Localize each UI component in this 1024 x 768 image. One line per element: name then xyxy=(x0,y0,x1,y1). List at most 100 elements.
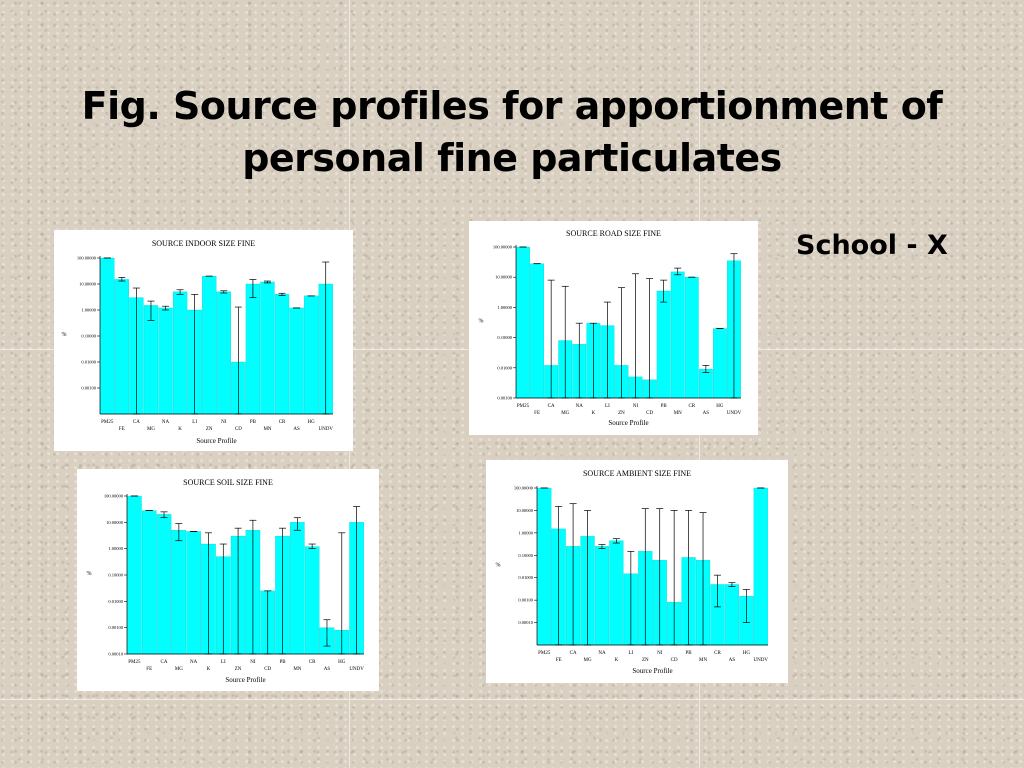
chart-road: SOURCE ROAD SIZE FINE% Source Profile 100.… xyxy=(479,229,742,427)
x-tick-label-cd: CD xyxy=(671,658,678,663)
x-tick-label-mn: MN xyxy=(263,427,271,432)
y-tick-label: 100.00000 xyxy=(493,245,513,250)
bar-mg xyxy=(171,530,187,655)
bar-pb xyxy=(656,290,671,399)
x-tick-label-ni: NI xyxy=(250,660,256,665)
y-tick-label: 0.00100 xyxy=(497,396,512,401)
chart-soil: SOURCE SOIL SIZE FINE% Source Profile 100.… xyxy=(87,478,365,684)
slide-title-line-2: personal fine particulates xyxy=(242,136,782,180)
x-tick-label-hg: HG xyxy=(338,660,346,665)
x-tick-label-mg: MG xyxy=(561,411,569,416)
x-tick-label-na: NA xyxy=(162,420,170,425)
bar-hg xyxy=(713,328,727,399)
bar-na xyxy=(158,307,173,415)
bar-pm25 xyxy=(516,246,530,399)
bar-pm25 xyxy=(100,257,115,415)
x-tick-label-as: AS xyxy=(293,427,300,432)
x-tick-label-fe: FE xyxy=(146,667,152,672)
y-tick-label: 0.10000 xyxy=(108,573,123,578)
chart-title: SOURCE INDOOR SIZE FINE xyxy=(152,239,255,248)
bar-k xyxy=(172,291,188,415)
slide-title: Fig. Source profiles for apportionment o… xyxy=(0,80,1024,184)
y-tick-label: 1.00000 xyxy=(518,530,533,535)
y-tick-label: 1.00000 xyxy=(81,308,96,313)
x-tick-label-as: AS xyxy=(703,411,710,416)
y-tick-label: 10.00000 xyxy=(79,282,97,287)
chart-ambient: SOURCE AMBIENT SIZE FINE% Source Profile 1… xyxy=(496,469,769,675)
x-tick-label-ca: CA xyxy=(133,420,140,425)
x-axis-label: Source Profile xyxy=(196,437,236,445)
x-tick-label-undv: UNDV xyxy=(727,411,742,416)
chart-title: SOURCE SOIL SIZE FINE xyxy=(183,478,273,487)
bar-pm25 xyxy=(127,495,142,655)
bar-fe xyxy=(141,510,157,655)
x-tick-label-undv: UNDV xyxy=(754,658,769,663)
x-tick-label-ni: NI xyxy=(657,651,663,656)
x-tick-label-cr: CR xyxy=(279,420,286,425)
y-tick-label: 0.10000 xyxy=(81,334,96,339)
x-tick-label-pm25: PM25 xyxy=(101,420,114,425)
bar-cr xyxy=(304,546,320,655)
bar-pb xyxy=(245,283,261,415)
x-tick-label-pm25: PM25 xyxy=(517,404,530,409)
bar-mg xyxy=(143,305,159,415)
y-axis-label: % xyxy=(479,319,484,325)
x-tick-label-mn: MN xyxy=(293,667,301,672)
x-tick-label-fe: FE xyxy=(556,658,562,663)
y-tick-label: 10.00000 xyxy=(106,520,124,525)
bar-cr xyxy=(684,277,699,399)
bar-ni xyxy=(216,291,231,415)
x-tick-label-li: LI xyxy=(192,420,197,425)
y-tick-label: 10.00000 xyxy=(516,508,534,513)
y-axis-label: % xyxy=(62,332,67,338)
bar-mn xyxy=(260,281,275,415)
x-tick-label-as: AS xyxy=(324,667,331,672)
x-tick-label-cd: CD xyxy=(264,667,271,672)
chart-panel-ambient: SOURCE AMBIENT SIZE FINE% Source Profile 1… xyxy=(486,460,788,683)
bar-na xyxy=(186,531,201,655)
x-tick-label-cr: CR xyxy=(714,651,721,656)
x-tick-label-k: K xyxy=(178,427,182,432)
x-tick-label-ca: CA xyxy=(570,651,577,656)
y-tick-label: 0.00010 xyxy=(518,620,533,625)
chart-panel-road: SOURCE ROAD SIZE FINE% Source Profile 100.… xyxy=(469,221,758,435)
chart-panel-soil: SOURCE SOIL SIZE FINE% Source Profile 100.… xyxy=(77,469,379,691)
y-tick-label: 0.01000 xyxy=(81,360,96,365)
x-tick-label-cr: CR xyxy=(688,404,695,409)
bar-as xyxy=(289,307,304,415)
bar-k xyxy=(609,540,624,646)
x-tick-label-pb: PB xyxy=(661,404,668,409)
x-tick-label-mg: MG xyxy=(175,667,183,672)
y-tick-label: 1.00000 xyxy=(497,305,512,310)
y-tick-label: 0.00100 xyxy=(81,386,96,391)
x-tick-label-mg: MG xyxy=(147,427,155,432)
bar-hg xyxy=(304,295,319,415)
x-tick-label-zn: ZN xyxy=(642,658,649,663)
x-tick-label-k: K xyxy=(615,658,619,663)
x-tick-label-pb: PB xyxy=(686,651,693,656)
y-tick-label: 0.10000 xyxy=(497,335,512,340)
x-tick-label-ni: NI xyxy=(221,420,227,425)
x-tick-label-mn: MN xyxy=(699,658,707,663)
x-tick-label-ca: CA xyxy=(548,404,555,409)
x-tick-label-hg: HG xyxy=(743,651,751,656)
y-axis-label: % xyxy=(87,571,92,577)
bar-cr xyxy=(274,294,290,415)
x-tick-label-na: NA xyxy=(598,651,606,656)
y-tick-label: 1.00000 xyxy=(108,546,123,551)
x-axis-label: Source Profile xyxy=(632,667,672,675)
x-tick-label-cd: CD xyxy=(646,411,653,416)
chart-title: SOURCE ROAD SIZE FINE xyxy=(566,229,661,238)
bar-na xyxy=(594,546,610,646)
x-tick-label-ni: NI xyxy=(633,404,639,409)
y-tick-label: 0.00010 xyxy=(108,652,123,657)
x-tick-label-zn: ZN xyxy=(235,667,242,672)
x-tick-label-cr: CR xyxy=(309,660,316,665)
x-tick-label-mn: MN xyxy=(674,411,682,416)
y-tick-label: 10.00000 xyxy=(495,275,513,280)
x-tick-label-hg: HG xyxy=(716,404,724,409)
x-tick-label-cd: CD xyxy=(235,427,242,432)
slide-title-line-1: Fig. Source profiles for apportionment o… xyxy=(81,84,943,128)
x-tick-label-na: NA xyxy=(190,660,198,665)
bar-pm25 xyxy=(537,487,552,646)
